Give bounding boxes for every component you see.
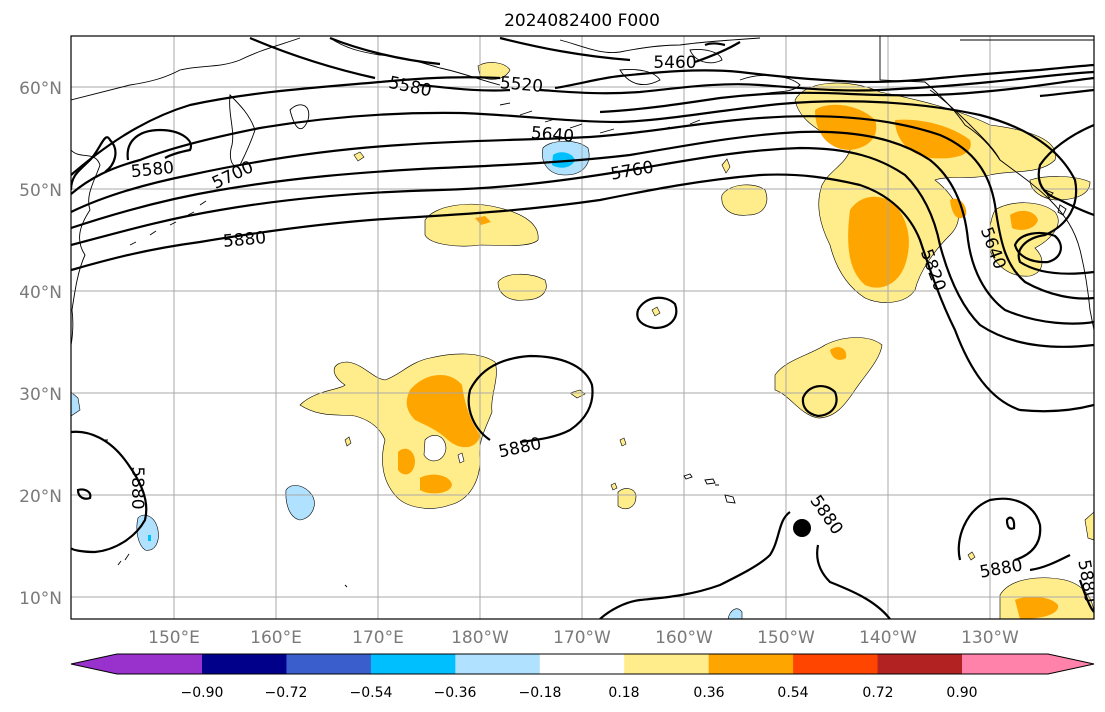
negative-anomaly-shading [71, 140, 743, 619]
lat-label: 10°N [19, 589, 62, 609]
colorbar-segment [962, 654, 1049, 674]
colorbar [70, 653, 1095, 675]
lat-label: 50°N [19, 181, 62, 201]
lon-label: 160°E [250, 628, 302, 648]
contour-label: 5880 [222, 228, 267, 252]
longitude-labels: 150°E 160°E 170°E 180°W 170°W 160°W 150°… [148, 628, 1019, 648]
contour-label: 5460 [653, 53, 696, 73]
colorbar-extension-high [1048, 654, 1094, 674]
map-plot-area: 5460 5520 5580 5640 5700 5760 5580 5880 … [71, 36, 1094, 619]
colorbar-tick-label: −0.36 [434, 685, 477, 701]
colorbar-segment [117, 654, 203, 674]
plot-frame [70, 35, 1095, 620]
lon-label: 150°W [757, 628, 815, 648]
lon-label: 160°W [655, 628, 713, 648]
colorbar-segment [708, 654, 794, 674]
lon-label: 150°E [148, 628, 200, 648]
colorbar-tick-label: 0.54 [777, 685, 808, 701]
colorbar-segment [286, 654, 372, 674]
colorbar-segment [370, 654, 456, 674]
contour-label: 5580 [130, 158, 175, 182]
lat-label: 60°N [19, 79, 62, 99]
colorbar-segment [793, 654, 879, 674]
anomaly-gap [423, 435, 447, 462]
colorbar-segment [539, 654, 625, 674]
colorbar-tick-label: −0.18 [519, 685, 562, 701]
lon-label: 170°W [553, 628, 611, 648]
colorbar-tick-label: −0.54 [350, 685, 393, 701]
colorbar-extension-low [71, 654, 117, 674]
lat-label: 30°N [19, 385, 62, 405]
anomaly-gap-small [457, 452, 465, 464]
contour-label: 5520 [499, 73, 544, 97]
colorbar-segment [624, 654, 710, 674]
lon-label: 140°W [859, 628, 917, 648]
colorbar-tick-label: 0.36 [693, 685, 724, 701]
colorbar-ticks: −0.90 −0.72 −0.54 −0.36 −0.18 0.18 0.36 … [181, 685, 978, 701]
latitude-labels: 60°N 50°N 40°N 30°N 20°N 10°N [19, 79, 62, 609]
lat-label: 40°N [19, 283, 62, 303]
lon-label: 170°E [352, 628, 404, 648]
colorbar-segment [877, 654, 963, 674]
lat-label: 20°N [19, 487, 62, 507]
colorbar-tick-label: 0.72 [862, 685, 893, 701]
contour-label: 5640 [530, 123, 575, 147]
colorbar-tick-label: −0.72 [265, 685, 308, 701]
colorbar-tick-label: 0.18 [608, 685, 639, 701]
colorbar-segment [202, 654, 287, 674]
colorbar-tick-label: 0.90 [946, 685, 977, 701]
colorbar-outline [70, 653, 1095, 675]
height-contours [71, 36, 1094, 619]
lon-label: 130°W [961, 628, 1019, 648]
colorbar-segment [455, 654, 541, 674]
map-title: 2024082400 F000 [504, 11, 660, 31]
storm-center-marker [793, 519, 811, 537]
colorbar-tick-label: −0.90 [181, 685, 224, 701]
contour-label: 5880 [127, 466, 147, 509]
lon-label: 180°W [451, 628, 509, 648]
coastlines [71, 36, 1094, 588]
